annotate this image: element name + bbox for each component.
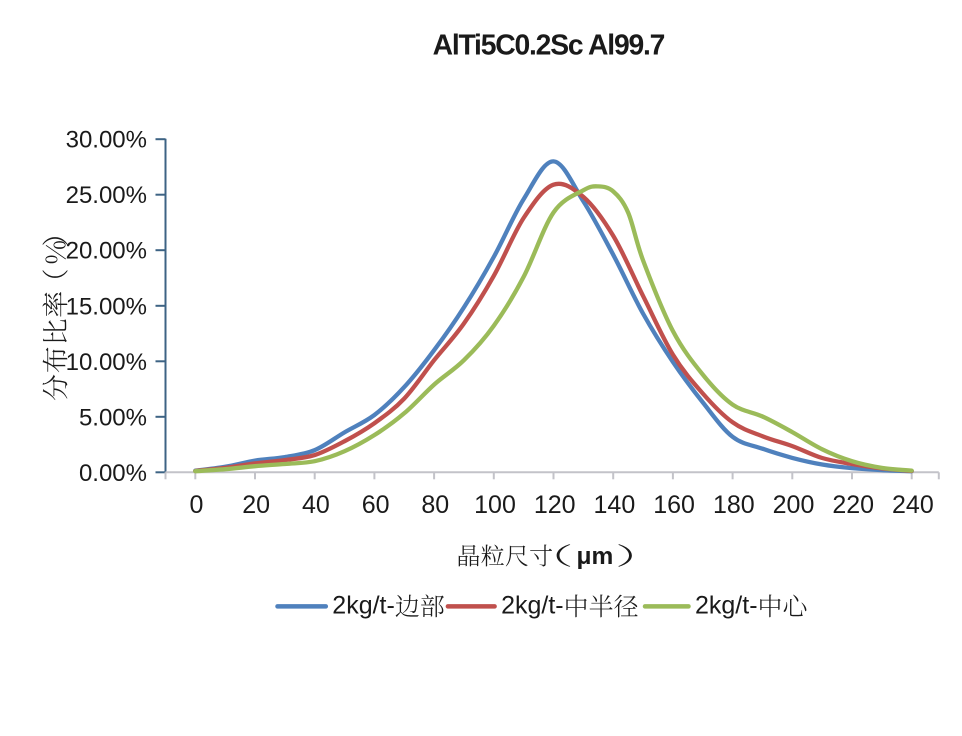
svg-text:10.00%: 10.00% bbox=[66, 349, 147, 376]
svg-text:2kg/t-: 2kg/t- bbox=[695, 592, 758, 620]
svg-text:20: 20 bbox=[242, 491, 270, 519]
svg-text:25.00%: 25.00% bbox=[66, 182, 147, 209]
svg-text:100: 100 bbox=[474, 491, 516, 519]
svg-text:200: 200 bbox=[773, 491, 815, 519]
svg-text:5.00%: 5.00% bbox=[79, 404, 147, 431]
svg-text:40: 40 bbox=[302, 491, 330, 519]
svg-text:μm: μm bbox=[577, 543, 614, 570]
svg-text:20.00%: 20.00% bbox=[66, 238, 147, 265]
svg-text:0.00%: 0.00% bbox=[79, 460, 147, 487]
svg-text:15.00%: 15.00% bbox=[66, 293, 147, 320]
svg-text:2kg/t-: 2kg/t- bbox=[332, 592, 395, 620]
svg-text:180: 180 bbox=[713, 491, 755, 519]
svg-text:220: 220 bbox=[832, 491, 874, 519]
svg-text:30.00%: 30.00% bbox=[66, 127, 147, 154]
svg-text:160: 160 bbox=[653, 491, 695, 519]
svg-text:120: 120 bbox=[534, 491, 576, 519]
svg-text:240: 240 bbox=[892, 491, 934, 519]
svg-text:60: 60 bbox=[362, 491, 390, 519]
svg-text:80: 80 bbox=[421, 491, 449, 519]
svg-text:140: 140 bbox=[594, 491, 636, 519]
svg-text:0: 0 bbox=[190, 491, 204, 519]
svg-text:AlTi5C0.2Sc Al99.7: AlTi5C0.2Sc Al99.7 bbox=[433, 29, 665, 61]
svg-text:2kg/t-: 2kg/t- bbox=[501, 592, 564, 620]
